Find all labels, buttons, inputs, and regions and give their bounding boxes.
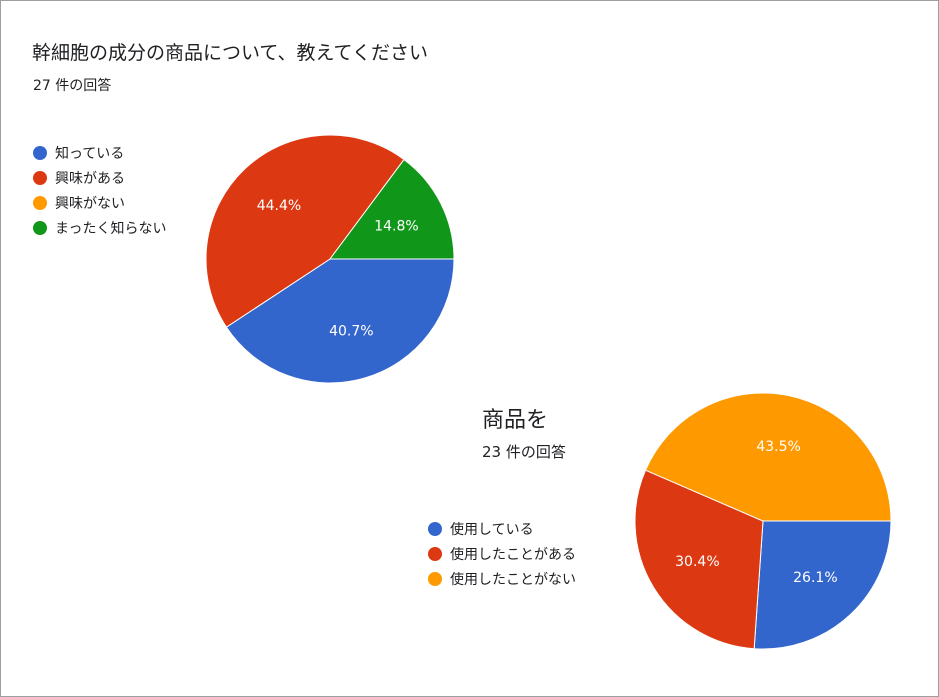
chart1-slice-label-1: 44.4%: [257, 198, 301, 214]
chart2-slice-label-2: 43.5%: [756, 439, 800, 455]
legend-item-not-interested: 興味がない: [33, 190, 166, 215]
legend-label-not-interested: 興味がない: [55, 195, 125, 212]
legend-item-know: 知っている: [33, 140, 166, 165]
legend-label-using: 使用している: [450, 521, 534, 538]
legend-swatch-not-interested: [33, 195, 47, 210]
chart1-slice-label-3: 14.8%: [374, 219, 418, 235]
legend-swatch-never-used: [428, 571, 442, 586]
legend-swatch-interested: [33, 170, 47, 185]
legend-item-dont-know: まったく知らない: [33, 215, 166, 240]
chart2-slice-label-0: 26.1%: [793, 570, 837, 586]
legend-item-have-used: 使用したことがある: [428, 541, 576, 566]
legend-item-using: 使用している: [428, 516, 576, 541]
chart2-legend: 使用している 使用したことがある 使用したことがない: [428, 516, 576, 591]
chart2-slice-0: [753, 520, 892, 650]
chart2-slice-1: [634, 469, 764, 650]
chart1-slice-label-0: 40.7%: [329, 323, 373, 339]
chart1-legend: 知っている 興味がある 興味がない まったく知らない: [33, 140, 166, 240]
chart2-title: 商品を: [482, 408, 549, 433]
chart1-slice-3: [329, 158, 455, 260]
legend-label-dont-know: まったく知らない: [55, 220, 167, 237]
legend-label-know: 知っている: [55, 145, 125, 162]
legend-label-never-used: 使用したことがない: [450, 571, 576, 588]
legend-swatch-dont-know: [33, 220, 47, 235]
chart1-pie: 40.7% 44.4% 14.8%: [205, 134, 455, 384]
legend-swatch-know: [33, 145, 47, 160]
legend-item-interested: 興味がある: [33, 165, 166, 190]
legend-swatch-using: [428, 521, 442, 536]
chart2-response-count: 23 件の回答: [482, 443, 566, 461]
legend-label-have-used: 使用したことがある: [450, 546, 576, 563]
legend-item-never-used: 使用したことがない: [428, 566, 576, 591]
legend-swatch-have-used: [428, 546, 442, 561]
chart1-response-count: 27 件の回答: [33, 78, 112, 94]
chart1-slice-1: [205, 134, 405, 328]
legend-label-interested: 興味がある: [55, 170, 125, 187]
chart2-slice-2: [644, 392, 892, 522]
chart2-pie: 26.1% 30.4% 43.5%: [634, 392, 892, 650]
chart2-slice-label-1: 30.4%: [675, 554, 719, 570]
chart1-title: 幹細胞の成分の商品について、教えてください: [32, 42, 428, 64]
